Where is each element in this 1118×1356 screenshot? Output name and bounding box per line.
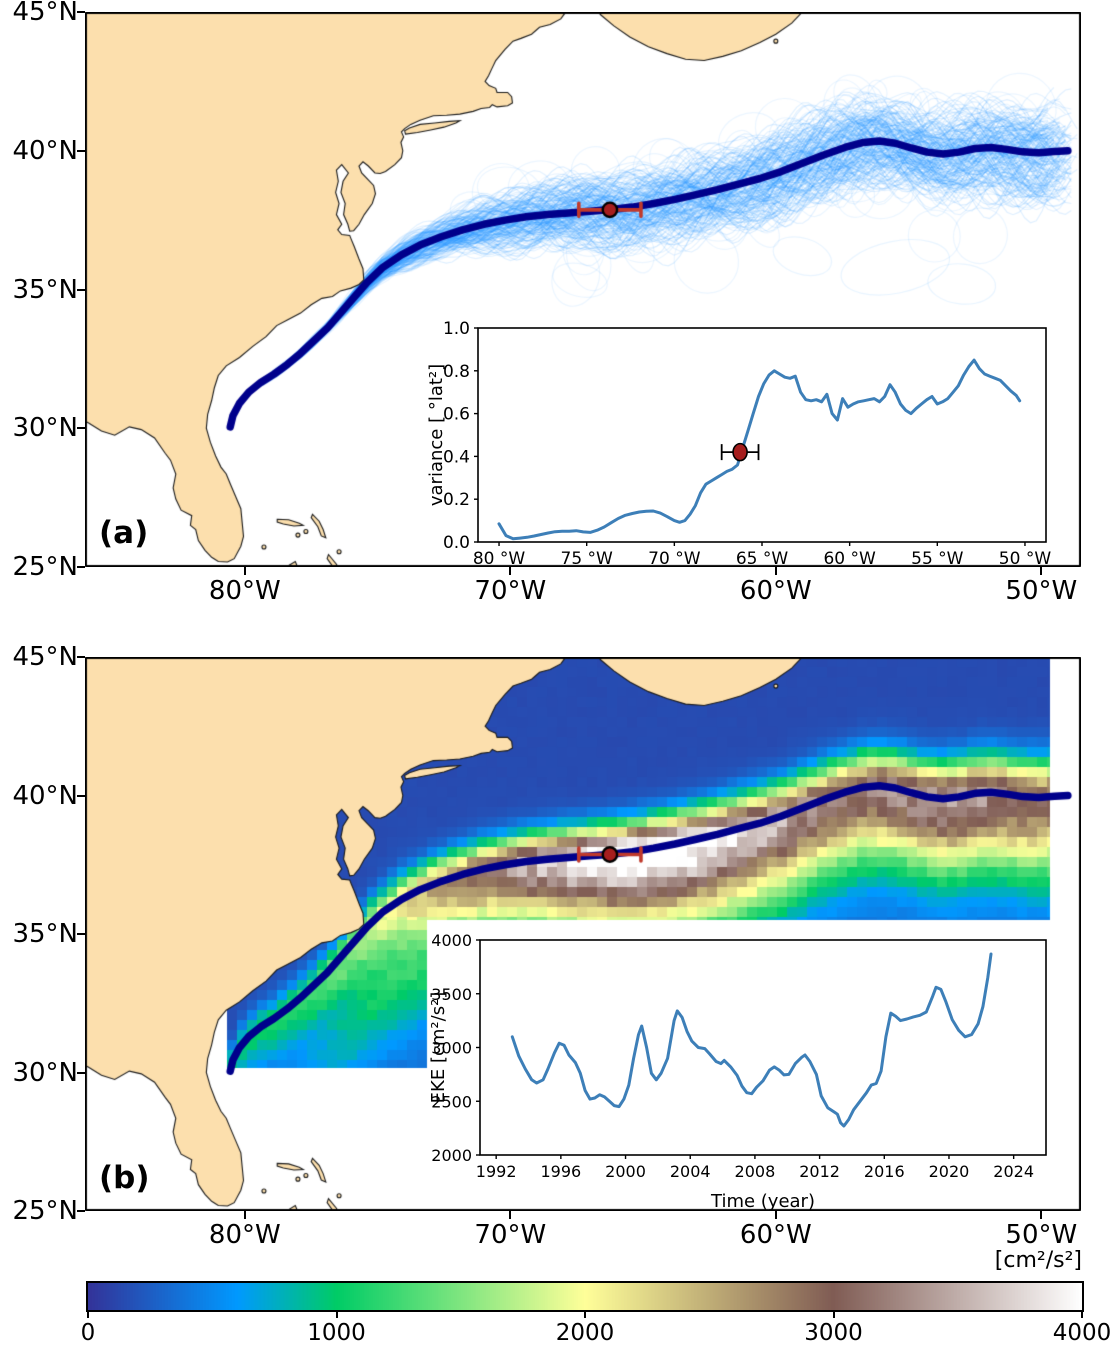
lat-tick-label: 30°N bbox=[12, 1057, 78, 1088]
lat-tick-mark bbox=[77, 933, 85, 935]
lat-tick-label: 35°N bbox=[12, 919, 78, 949]
colorbar-tick-mark bbox=[832, 1310, 835, 1318]
lon-tick-label: 60°W bbox=[739, 1220, 812, 1250]
eke-map-canvas bbox=[85, 657, 1081, 1211]
lat-tick-label: 45°N bbox=[12, 642, 78, 672]
lat-tick-mark bbox=[77, 11, 85, 13]
lat-tick-mark bbox=[77, 1210, 85, 1212]
lon-tick-mark bbox=[509, 567, 512, 575]
colorbar-tick-mark bbox=[584, 1310, 586, 1318]
lat-tick-label: 40°N bbox=[12, 780, 78, 811]
colorbar-tick-label: 4000 bbox=[1052, 1320, 1112, 1346]
lon-tick-label: 70°W bbox=[474, 1220, 547, 1250]
trajectory-map-canvas bbox=[85, 12, 1081, 567]
lat-tick-label: 40°N bbox=[12, 135, 78, 166]
colorbar-tick-label: 0 bbox=[80, 1320, 96, 1346]
lon-tick-mark bbox=[243, 567, 246, 575]
colorbar-tick-mark bbox=[1081, 1310, 1083, 1318]
colorbar-tick-mark bbox=[87, 1310, 89, 1318]
lat-tick-mark bbox=[77, 794, 85, 797]
lat-tick-label: 35°N bbox=[12, 274, 78, 305]
colorbar-tick-label: 1000 bbox=[307, 1320, 366, 1346]
lat-tick-label: 45°N bbox=[12, 0, 78, 27]
lon-tick-mark bbox=[1040, 567, 1043, 575]
lat-tick-label: 25°N bbox=[12, 1196, 78, 1226]
lat-tick-label: 30°N bbox=[12, 413, 78, 444]
colorbar-unit-label: [cm²/s²] bbox=[994, 1248, 1082, 1273]
lat-tick-mark bbox=[77, 427, 85, 430]
colorbar-gradient-canvas bbox=[88, 1283, 1082, 1310]
colorbar bbox=[86, 1281, 1084, 1312]
lon-tick-mark bbox=[509, 1211, 512, 1219]
colorbar-tick-mark bbox=[335, 1310, 338, 1318]
lon-tick-label: 50°W bbox=[1005, 1220, 1078, 1250]
panel-a-trajectory-map bbox=[85, 12, 1081, 567]
lon-tick-label: 60°W bbox=[739, 576, 812, 606]
lat-tick-label: 25°N bbox=[12, 552, 78, 582]
lat-tick-mark bbox=[77, 656, 85, 658]
panel-a-tag: (a) bbox=[99, 515, 149, 551]
lon-tick-mark bbox=[1040, 1211, 1043, 1219]
colorbar-tick-label: 2000 bbox=[555, 1320, 615, 1346]
lon-tick-label: 70°W bbox=[474, 576, 547, 606]
lat-tick-mark bbox=[77, 566, 85, 568]
lon-tick-label: 80°W bbox=[208, 1220, 281, 1250]
colorbar-tick-label: 3000 bbox=[804, 1320, 863, 1346]
lon-tick-mark bbox=[243, 1211, 246, 1219]
lon-tick-mark bbox=[774, 567, 777, 575]
lat-tick-mark bbox=[77, 1071, 85, 1074]
panel-b-tag: (b) bbox=[99, 1160, 150, 1196]
lon-tick-label: 80°W bbox=[208, 576, 281, 606]
lon-tick-label: 50°W bbox=[1005, 576, 1078, 606]
lat-tick-mark bbox=[77, 149, 85, 152]
panel-b-eke-map bbox=[85, 657, 1081, 1211]
lat-tick-mark bbox=[77, 288, 85, 291]
lon-tick-mark bbox=[774, 1211, 777, 1219]
